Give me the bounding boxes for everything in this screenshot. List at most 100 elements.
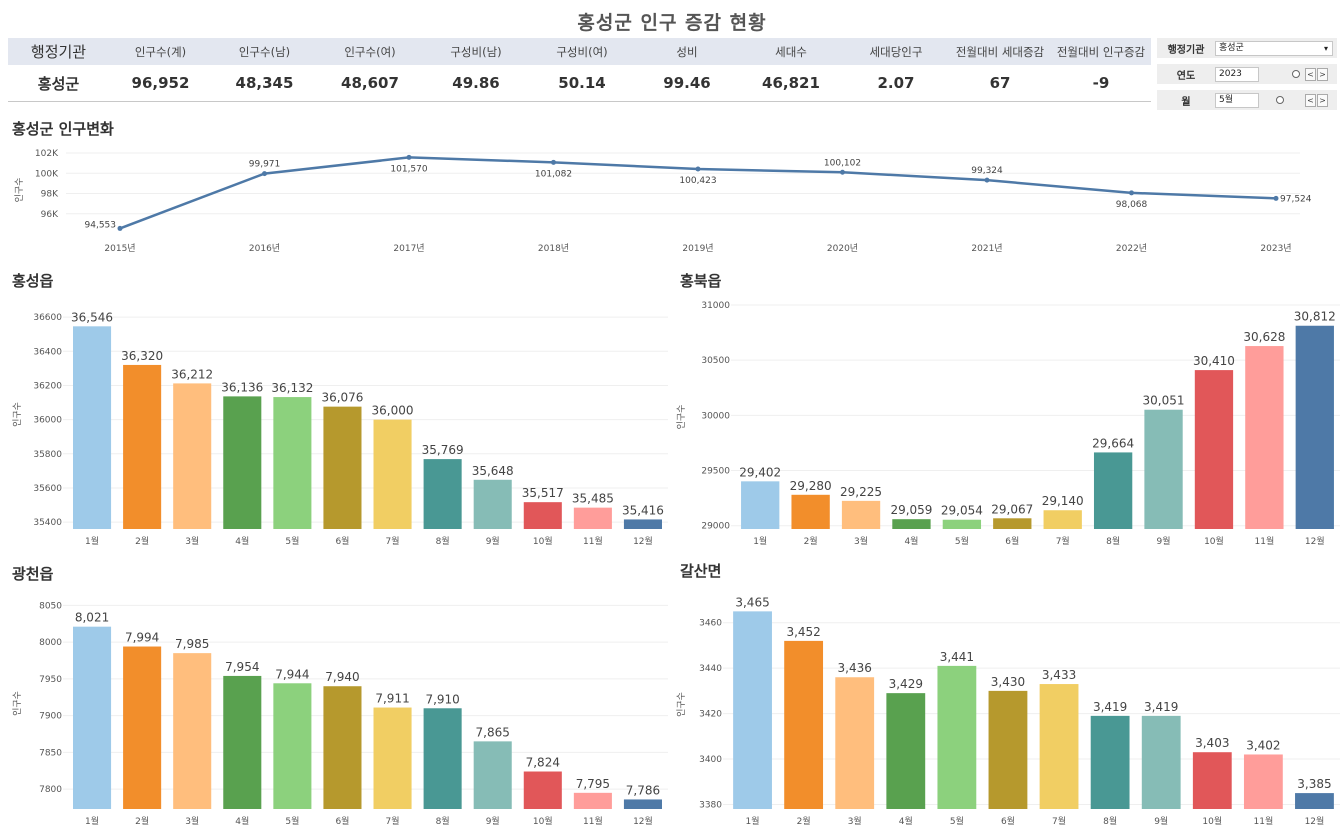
data-label: 36,320 [121, 349, 163, 363]
x-tick-label: 3월 [185, 535, 199, 547]
x-tick-label: 2월 [135, 815, 149, 827]
x-tick-label: 8월 [436, 535, 450, 547]
x-tick-label: 1월 [85, 535, 99, 547]
x-tick-label: 6월 [1005, 535, 1019, 547]
x-tick-label: 2월 [135, 535, 149, 547]
summary-header-cell: 전월대비 세대증감 [955, 44, 1045, 59]
agency-select-value: 홍성군 [1219, 42, 1244, 53]
x-tick-label: 12월 [633, 535, 653, 547]
data-point [117, 225, 123, 231]
year-prev-button[interactable]: < [1305, 67, 1316, 81]
y-tick-label: 3400 [699, 755, 722, 765]
y-tick-label: 96K [41, 210, 59, 220]
year-slider[interactable] [1262, 67, 1304, 82]
y-tick-label: 36400 [33, 347, 62, 357]
data-label: 3,441 [940, 650, 974, 664]
data-label: 101,082 [535, 169, 572, 179]
x-tick-label: 11월 [1254, 815, 1274, 827]
data-label: 29,054 [941, 504, 983, 518]
y-axis-label: 인구수 [14, 178, 25, 203]
data-point [1273, 195, 1279, 201]
trend-chart-title: 홍성군 인구변화 [12, 120, 114, 138]
data-label: 7,944 [275, 667, 309, 681]
bar [1093, 452, 1133, 529]
y-tick-label: 35600 [33, 484, 62, 494]
month-prev-button[interactable]: < [1305, 93, 1316, 107]
data-label: 100,423 [679, 176, 716, 186]
y-tick-label: 36200 [33, 381, 62, 391]
hongbuk-chart-title: 홍북읍 [680, 272, 722, 290]
summary-value-cell: 48,607 [341, 74, 399, 92]
x-tick-label: 2020년 [827, 243, 858, 254]
bar [1192, 752, 1232, 809]
data-label: 100,102 [824, 158, 861, 168]
y-tick-label: 35400 [33, 518, 62, 528]
x-tick-label: 11월 [583, 535, 603, 547]
year-next-button[interactable]: > [1317, 67, 1328, 81]
data-label: 29,402 [739, 465, 781, 479]
x-tick-label: 11월 [583, 815, 603, 827]
x-tick-label: 10월 [1204, 535, 1224, 547]
summary-header-cell: 성비 [676, 44, 698, 59]
y-tick-label: 30000 [701, 411, 730, 421]
bar [1090, 715, 1130, 809]
x-tick-label: 10월 [533, 815, 553, 827]
x-tick-label: 9월 [1154, 815, 1168, 827]
x-tick-label: 2022년 [1116, 243, 1147, 254]
bar [784, 640, 824, 809]
y-tick-label: 31000 [701, 301, 730, 311]
hongseong-bar-chart: 35400 35600 35800 36000 36200 36400 36600 인구수 36… [12, 310, 668, 547]
data-label: 30,410 [1193, 354, 1235, 368]
summary-header-cell: 인구수(계) [134, 44, 187, 59]
chevron-down-icon: ▾ [1323, 43, 1328, 53]
data-label: 3,433 [1042, 668, 1076, 682]
summary-value-cell: 49.86 [452, 74, 500, 92]
hongbuk-bar-chart: 29000 29500 30000 30500 31000 인구수 29,402 1월 29,2… [676, 301, 1340, 547]
bar [573, 792, 612, 809]
y-tick-label: 7950 [39, 675, 62, 685]
x-tick-label: 2016년 [249, 243, 280, 254]
month-slider-knob[interactable] [1276, 95, 1284, 104]
gwangcheon-chart-title: 광천읍 [12, 565, 54, 583]
data-label: 36,132 [271, 381, 313, 395]
x-tick-label: 11월 [1255, 535, 1275, 547]
filter-panel: 행정기관 홍성군 ▾ 연도 2023 < > 월 5월 < > [1157, 38, 1337, 116]
data-label: 3,402 [1246, 738, 1280, 752]
x-tick-label: 1월 [746, 815, 760, 827]
month-next-button[interactable]: > [1317, 93, 1328, 107]
data-label: 3,436 [838, 661, 872, 675]
bar [1144, 409, 1183, 529]
bar [835, 677, 875, 809]
x-tick-label: 2023년 [1260, 243, 1291, 254]
data-label: 7,910 [425, 692, 459, 706]
month-input[interactable]: 5월 [1215, 92, 1259, 108]
y-axis-label: 인구수 [12, 402, 23, 427]
data-label: 3,465 [735, 595, 769, 609]
summary-value-cell: 99.46 [663, 74, 711, 92]
bar [473, 741, 512, 809]
x-tick-label: 5월 [285, 815, 299, 827]
summary-value-cell: 홍성군 [37, 74, 80, 93]
y-tick-label: 30500 [701, 356, 730, 366]
data-point [984, 177, 990, 183]
x-tick-label: 1월 [753, 535, 767, 547]
agency-select[interactable]: 홍성군 ▾ [1215, 40, 1333, 56]
year-input[interactable]: 2023 [1215, 66, 1259, 82]
month-slider[interactable] [1262, 93, 1304, 108]
data-label: 7,824 [526, 756, 560, 770]
x-tick-label: 4월 [235, 535, 249, 547]
x-tick-label: 12월 [1305, 535, 1325, 547]
bar [892, 519, 931, 529]
data-label: 7,795 [576, 777, 610, 791]
x-tick-label: 4월 [904, 535, 918, 547]
year-slider-knob[interactable] [1292, 69, 1300, 78]
y-tick-label: 29000 [701, 522, 730, 532]
data-point [551, 159, 556, 165]
y-tick-label: 7850 [39, 748, 62, 758]
y-tick-label: 36000 [33, 416, 62, 426]
bar [841, 500, 881, 529]
bar [73, 326, 112, 529]
bar [1194, 370, 1234, 529]
summary-header-cell: 구성비(여) [556, 44, 608, 59]
x-tick-label: 5월 [955, 535, 969, 547]
